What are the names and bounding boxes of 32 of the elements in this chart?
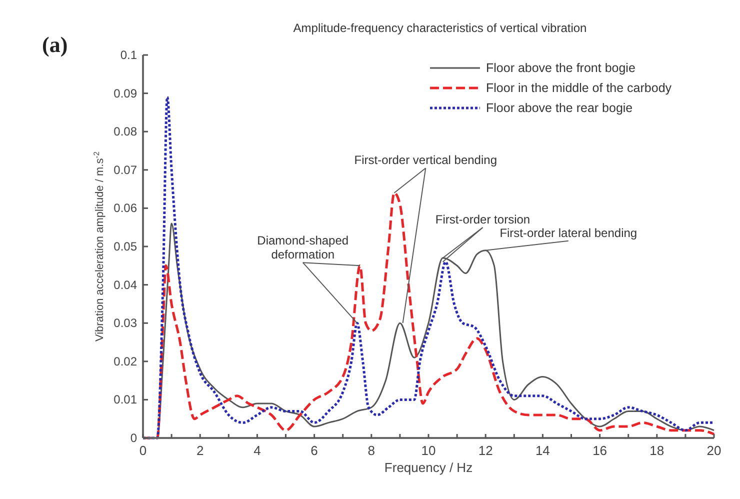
y-tick-label: 0.02 [114, 354, 138, 368]
x-tick-label: 6 [310, 443, 318, 458]
y-tick-label: 0.1 [120, 48, 138, 62]
x-tick-label: 12 [478, 443, 493, 458]
x-tick-label: 18 [650, 443, 664, 458]
legend-label: Floor above the front bogie [486, 61, 636, 75]
annotation: First-order vertical bending [354, 153, 498, 168]
annotation: First-order torsion [435, 212, 530, 227]
x-tick-label: 14 [535, 443, 550, 458]
y-tick-label: 0.03 [114, 316, 138, 330]
x-tick-label: 20 [706, 443, 722, 458]
y-tick-label: 0.01 [114, 392, 138, 407]
y-tick-label: 0.05 [114, 240, 138, 254]
y-tick-label: 0.04 [114, 278, 138, 292]
y-tick-label: 0.07 [114, 162, 138, 177]
chart-title: Amplitude-frequency characteristics of vertical vibration [293, 21, 587, 35]
x-tick-label: 8 [368, 443, 376, 458]
x-tick-label: 10 [421, 443, 436, 458]
legend-label: Floor above the rear bogie [486, 101, 633, 115]
x-tick-label: 16 [592, 443, 608, 458]
y-tick-label: 0.08 [114, 124, 138, 139]
y-tick-label: 0.09 [114, 86, 138, 100]
annotation: First-order lateral bending [500, 226, 638, 240]
x-axis-title: Frequency / Hz [384, 460, 473, 475]
x-tick-label: 0 [139, 443, 147, 458]
y-tick-label: 0.06 [114, 201, 138, 216]
annotation: Diamond-shaped deformation [257, 234, 349, 262]
x-tick-label: 4 [254, 443, 261, 458]
y-tick-label: 0 [130, 431, 138, 445]
legend-label: Floor in the middle of the carbody [486, 81, 672, 95]
text: (a) [42, 32, 68, 57]
x-tick-label: 2 [196, 443, 204, 458]
